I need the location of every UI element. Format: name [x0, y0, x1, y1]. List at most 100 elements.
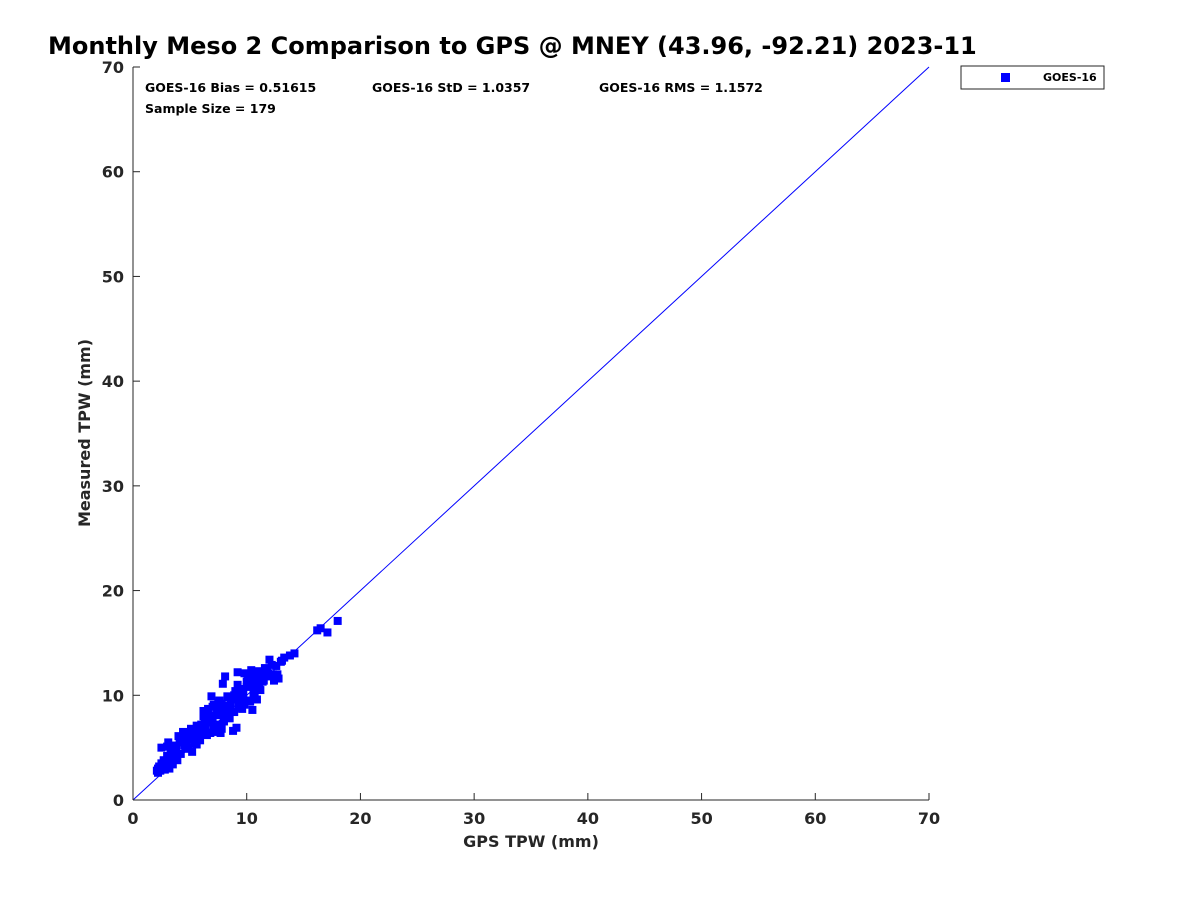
x-tick-label: 60 [804, 809, 826, 828]
data-point [226, 701, 235, 710]
data-point [243, 676, 252, 685]
x-tick-label: 30 [463, 809, 485, 828]
y-axis-label: Measured TPW (mm) [75, 339, 94, 527]
y-axis-ticks: 0 10 20 30 40 50 60 70 [102, 58, 140, 810]
data-point [210, 727, 219, 736]
identity-reference-line [132, 66, 930, 801]
data-point [210, 702, 219, 711]
data-point [189, 735, 198, 744]
y-tick-label: 60 [102, 163, 124, 182]
data-point [184, 734, 193, 743]
data-point [248, 678, 257, 687]
data-point [290, 649, 299, 658]
data-point [273, 670, 282, 679]
data-point [199, 706, 208, 715]
data-point [216, 728, 225, 737]
data-point [260, 671, 269, 680]
data-point [252, 685, 261, 694]
data-point [186, 724, 195, 733]
data-point [247, 666, 256, 675]
legend-box [960, 65, 1105, 90]
x-tick-label: 40 [577, 809, 599, 828]
y-tick-label: 30 [102, 477, 124, 496]
data-point [176, 749, 185, 758]
data-point [251, 674, 260, 683]
data-point [172, 745, 181, 754]
data-point [163, 742, 172, 751]
data-point [219, 717, 228, 726]
y-tick-label: 70 [102, 58, 124, 77]
data-point [215, 720, 224, 729]
data-point [160, 763, 169, 772]
data-point [240, 669, 249, 678]
data-point [157, 743, 166, 752]
data-point [218, 704, 227, 713]
data-point [188, 747, 197, 756]
data-point [175, 738, 184, 747]
data-point [333, 616, 342, 625]
data-point [177, 733, 186, 742]
chart-title: Monthly Meso 2 Comparison to GPS @ MNEY … [48, 32, 977, 60]
data-point [248, 705, 257, 714]
data-point [230, 708, 239, 717]
data-point [316, 624, 325, 633]
legend: GOES-16 [960, 65, 1105, 90]
stat-bias: GOES-16 Bias = 0.51615 [145, 80, 316, 95]
data-point [213, 709, 222, 718]
data-point [165, 764, 174, 773]
x-tick-label: 0 [127, 809, 138, 828]
data-point [267, 660, 276, 669]
data-point [166, 747, 175, 756]
data-point [270, 676, 279, 685]
data-point [233, 680, 242, 689]
data-point [181, 744, 190, 753]
data-point [172, 752, 181, 761]
data-point [163, 752, 172, 761]
data-point [169, 741, 178, 750]
y-tick-label: 20 [102, 582, 124, 601]
plot-area [132, 66, 930, 801]
data-point [199, 712, 208, 721]
data-point [218, 679, 227, 688]
data-point [226, 695, 235, 704]
data-point [323, 628, 332, 637]
stat-std: GOES-16 StD = 1.0357 [372, 80, 530, 95]
data-point [196, 736, 205, 745]
y-tick-label: 10 [102, 686, 124, 705]
data-point [207, 692, 216, 701]
data-point [204, 704, 213, 713]
stat-rms: GOES-16 RMS = 1.1572 [599, 80, 763, 95]
data-point [250, 692, 259, 701]
data-point [274, 674, 283, 683]
stat-sample-size: Sample Size = 179 [145, 101, 276, 116]
data-point [219, 713, 228, 722]
x-tick-label: 20 [349, 809, 371, 828]
data-point [192, 721, 201, 730]
x-tick-label: 10 [236, 809, 258, 828]
legend-marker-goes16 [1001, 73, 1010, 82]
data-point [173, 756, 182, 765]
x-axis-ticks: 0 10 20 30 40 50 60 70 [127, 793, 940, 828]
data-point [168, 760, 177, 769]
data-point [157, 759, 166, 768]
data-point [258, 677, 267, 686]
data-point [277, 656, 286, 665]
data-point [231, 695, 240, 704]
data-point [225, 714, 234, 723]
data-point [207, 716, 216, 725]
data-point [202, 731, 211, 740]
data-point [180, 738, 189, 747]
data-point [154, 764, 163, 773]
data-point [164, 738, 173, 747]
legend-label-goes16: GOES-16 [1043, 71, 1097, 84]
data-point [217, 724, 226, 733]
x-tick-label: 70 [918, 809, 940, 828]
x-axis-label: GPS TPW (mm) [463, 832, 599, 851]
data-point [235, 692, 244, 701]
data-point [229, 726, 238, 735]
x-tick-label: 50 [690, 809, 712, 828]
data-point [233, 668, 242, 677]
data-point [179, 727, 188, 736]
